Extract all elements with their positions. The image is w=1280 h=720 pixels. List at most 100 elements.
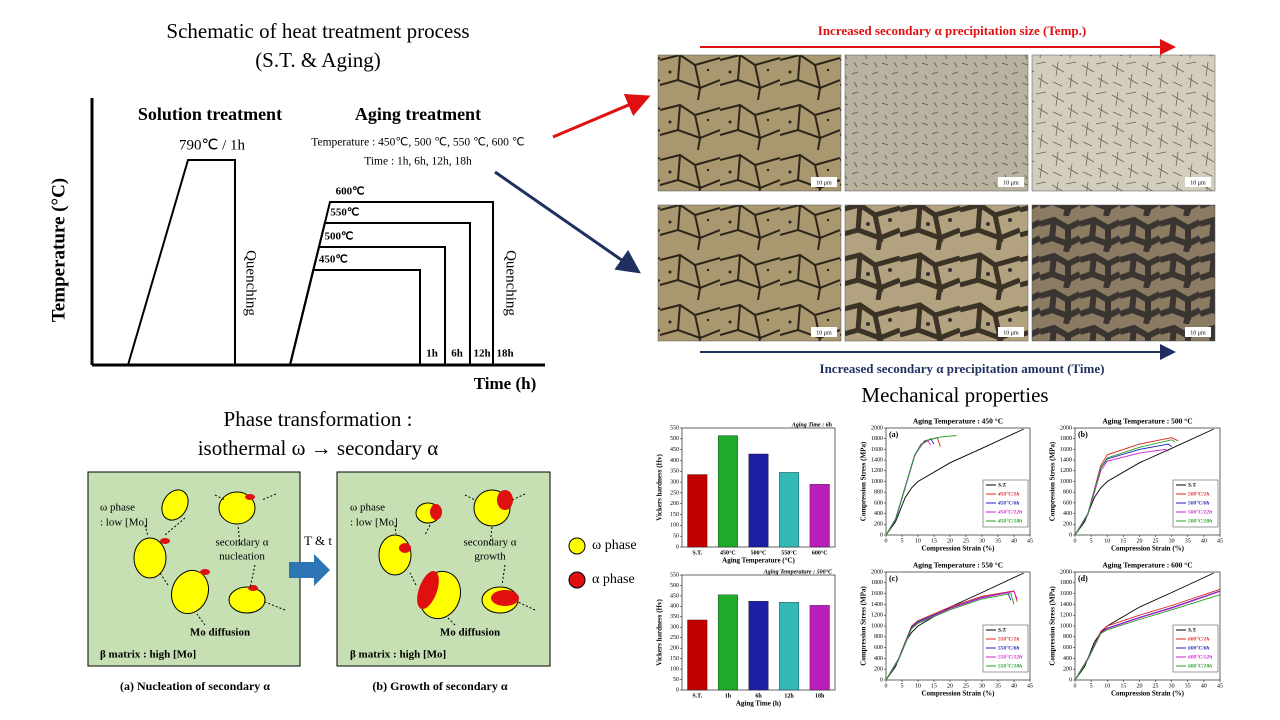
x-tick-label: 18h: [815, 693, 825, 699]
y-tick-label: 100: [670, 666, 679, 672]
y-tick-label: 1600: [871, 447, 883, 453]
solution-profile: [127, 159, 236, 366]
y-tick-label: 600: [1063, 500, 1072, 506]
time-label: 6h: [451, 348, 463, 360]
label: : low [Mo]: [350, 517, 398, 529]
alpha-particle: [497, 490, 513, 510]
scale-bar: 10 μm: [816, 330, 832, 336]
axis-label: Time (h): [474, 374, 537, 393]
y-tick-label: 2000: [871, 425, 883, 431]
series-line: [1074, 448, 1169, 536]
y-tick-label: 1400: [1060, 602, 1072, 608]
arrow: [552, 93, 651, 139]
section-title: Mechanical properties: [861, 383, 1048, 407]
alpha-particle: [248, 585, 258, 591]
x-tick-label: 5: [901, 683, 904, 689]
x-axis-label: Aging Time (h): [736, 700, 782, 708]
label: growth: [474, 551, 506, 563]
label: Quenching: [243, 250, 259, 316]
y-tick-label: 1200: [1060, 468, 1072, 474]
caption: Increased secondary α precipitation size…: [818, 23, 1086, 38]
chart: 0200400600800100012001400160018002000Com…: [1049, 561, 1223, 698]
matrix-box: [336, 471, 551, 667]
label: ω phase: [350, 502, 385, 514]
label: Time : 1h, 6h, 12h, 18h: [364, 156, 472, 168]
alpha-particle: [200, 569, 210, 575]
y-tick-label: 1400: [871, 602, 883, 608]
y-tick-label: 1400: [1060, 457, 1072, 463]
y-tick-label: 400: [670, 604, 679, 610]
legend-label: 500°C/6h: [1188, 499, 1209, 506]
panel-label: (b): [1078, 430, 1088, 439]
legend-label: 550°C/12h: [998, 653, 1022, 660]
y-tick-label: 800: [874, 634, 883, 640]
y-tick-label: 400: [670, 458, 679, 464]
legend-label: 550°C/6h: [998, 644, 1019, 651]
y-tick-label: 300: [670, 625, 679, 631]
x-tick-label: 10: [1104, 538, 1110, 544]
chart: 0 50 100 150 200 250 300 350 400 450 500 550 Vickers…: [656, 422, 836, 565]
micrograph: [844, 54, 1029, 192]
y-tick-label: 2000: [871, 569, 883, 575]
x-tick-label: 45: [1217, 683, 1223, 689]
y-tick-label: 0: [1069, 532, 1072, 538]
alpha-particle: [430, 504, 442, 520]
y-tick-label: 300: [670, 479, 679, 485]
title: isothermal ω → secondary α: [198, 436, 439, 460]
alpha-particle: [399, 543, 411, 553]
series-line: [885, 440, 932, 536]
x-tick-label: 1h: [725, 693, 732, 699]
y-tick-label: 1400: [871, 457, 883, 463]
x-axis-label: Compression Strain (%): [922, 545, 996, 553]
legend-label: ω phase: [592, 538, 637, 553]
label: : low [Mo]: [100, 517, 148, 529]
x-axis-label: Compression Strain (%): [922, 690, 996, 698]
legend-label: 600°C/1h: [1188, 635, 1209, 642]
y-tick-label: 0: [1069, 677, 1072, 683]
chart-title: Aging Temperature : 600 °C: [1102, 561, 1192, 570]
y-tick-label: 450: [670, 593, 679, 599]
aging-profile: [289, 222, 471, 366]
label: Aging treatment: [355, 104, 481, 124]
y-tick-label: 600: [874, 500, 883, 506]
x-tick-label: 15: [931, 683, 937, 689]
label: secondary α: [463, 537, 516, 549]
y-tick-label: 0: [880, 532, 883, 538]
y-tick-label: 2000: [1060, 569, 1072, 575]
y-tick-label: 400: [1063, 656, 1072, 662]
x-tick-label: 20: [1136, 683, 1142, 689]
y-tick-label: 1200: [871, 468, 883, 474]
caption: (b) Growth of secondary α: [372, 679, 507, 693]
series-line: [885, 591, 1012, 681]
x-tick-label: 15: [1120, 683, 1126, 689]
bar: [717, 435, 738, 548]
micrographs: Increased secondary α precipitation size…: [657, 23, 1216, 407]
y-tick-label: 800: [1063, 490, 1072, 496]
y-tick-label: 800: [874, 490, 883, 496]
series-line: [885, 593, 1015, 681]
micrograph: [844, 204, 1029, 342]
label: Solution treatment: [138, 104, 282, 124]
x-tick-label: 25: [963, 538, 969, 544]
legend-label: S.T.: [1188, 627, 1197, 633]
legend-label: 500°C/1h: [1188, 490, 1209, 497]
omega-particle: [378, 534, 412, 576]
x-tick-label: 15: [931, 538, 937, 544]
series-line: [1074, 594, 1221, 681]
x-tick-label: 45: [1217, 538, 1223, 544]
panel-label: (c): [889, 574, 898, 583]
y-tick-label: 1200: [1060, 613, 1072, 619]
pointer: [394, 493, 536, 626]
chart: 0 50 100 150 200 250 300 350 400 450 500 550 Vickers…: [656, 568, 836, 708]
y-tick-label: 2000: [1060, 425, 1072, 431]
omega-particle: [133, 537, 167, 579]
y-tick-label: 450: [670, 447, 679, 453]
x-tick-label: 25: [963, 683, 969, 689]
alpha-particle: [491, 590, 519, 606]
y-tick-label: 400: [874, 511, 883, 517]
y-axis-label: Compression Stress (MPa): [1049, 586, 1057, 666]
y-tick-label: 200: [1063, 667, 1072, 673]
scale-bar-bg: [998, 327, 1024, 337]
legend-frame: [982, 624, 1029, 673]
label: ω phase: [100, 502, 135, 514]
